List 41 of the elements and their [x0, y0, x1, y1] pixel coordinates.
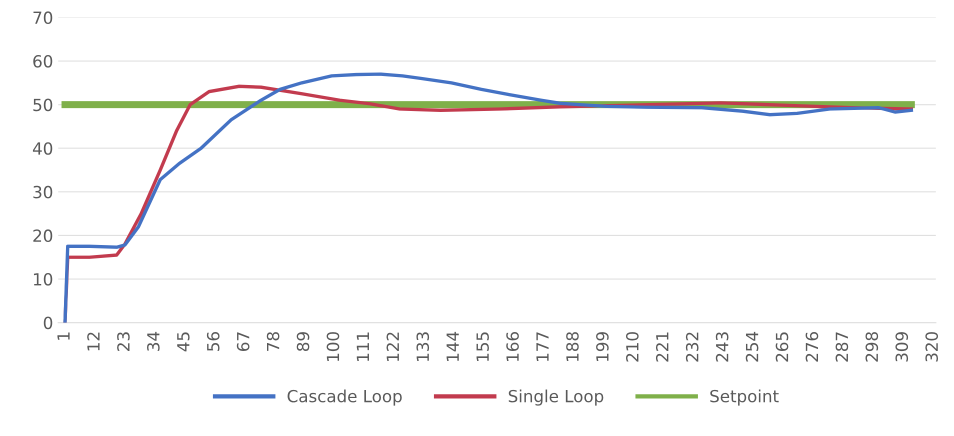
x-tick-label: 133: [416, 332, 430, 361]
x-tick-label: 89: [296, 332, 310, 352]
y-tick-label: 0: [44, 316, 52, 330]
legend-label: Single Loop: [508, 390, 604, 406]
x-tick-label: 155: [476, 332, 489, 361]
y-tick-label: 70: [33, 11, 52, 24]
x-tick-label: 221: [656, 332, 668, 362]
x-tick-label: 12: [87, 332, 100, 350]
legend-label: Cascade Loop: [288, 390, 402, 406]
y-tick-label: 40: [32, 142, 52, 155]
x-tick-label: 287: [836, 332, 848, 362]
x-tick-label: 210: [626, 332, 639, 362]
x-tick-label: 45: [177, 332, 190, 352]
y-tick-label: 50: [33, 98, 52, 112]
x-tick-label: 111: [356, 332, 369, 361]
x-tick-label: 23: [117, 332, 130, 351]
x-tick-label: 232: [686, 332, 698, 362]
x-tick-label: 166: [506, 332, 519, 361]
x-tick-label: 144: [446, 332, 459, 361]
legend-label: Setpoint: [710, 390, 779, 406]
y-tick-label: 10: [34, 273, 52, 286]
x-tick-label: 188: [566, 332, 579, 361]
x-tick-label: 320: [925, 332, 938, 362]
x-tick-label: 177: [536, 332, 549, 361]
x-tick-label: 265: [776, 332, 788, 362]
y-tick-label: 30: [33, 186, 52, 198]
x-tick-label: 243: [716, 332, 728, 362]
x-tick-label: 56: [206, 332, 220, 351]
x-tick-label: 254: [746, 332, 758, 362]
y-tick-label: 60: [33, 55, 52, 68]
x-tick-label: 1: [57, 332, 70, 340]
x-tick-label: 100: [326, 332, 340, 361]
x-tick-label: 122: [386, 332, 399, 361]
y-tick-label: 20: [33, 229, 52, 242]
x-tick-label: 276: [806, 332, 818, 362]
x-tick-label: 78: [266, 332, 280, 351]
x-tick-label: 34: [147, 332, 160, 351]
x-tick-label: 298: [866, 332, 878, 362]
x-tick-label: 67: [236, 332, 250, 352]
x-tick-label: 199: [596, 332, 609, 361]
x-tick-label: 309: [895, 332, 908, 362]
